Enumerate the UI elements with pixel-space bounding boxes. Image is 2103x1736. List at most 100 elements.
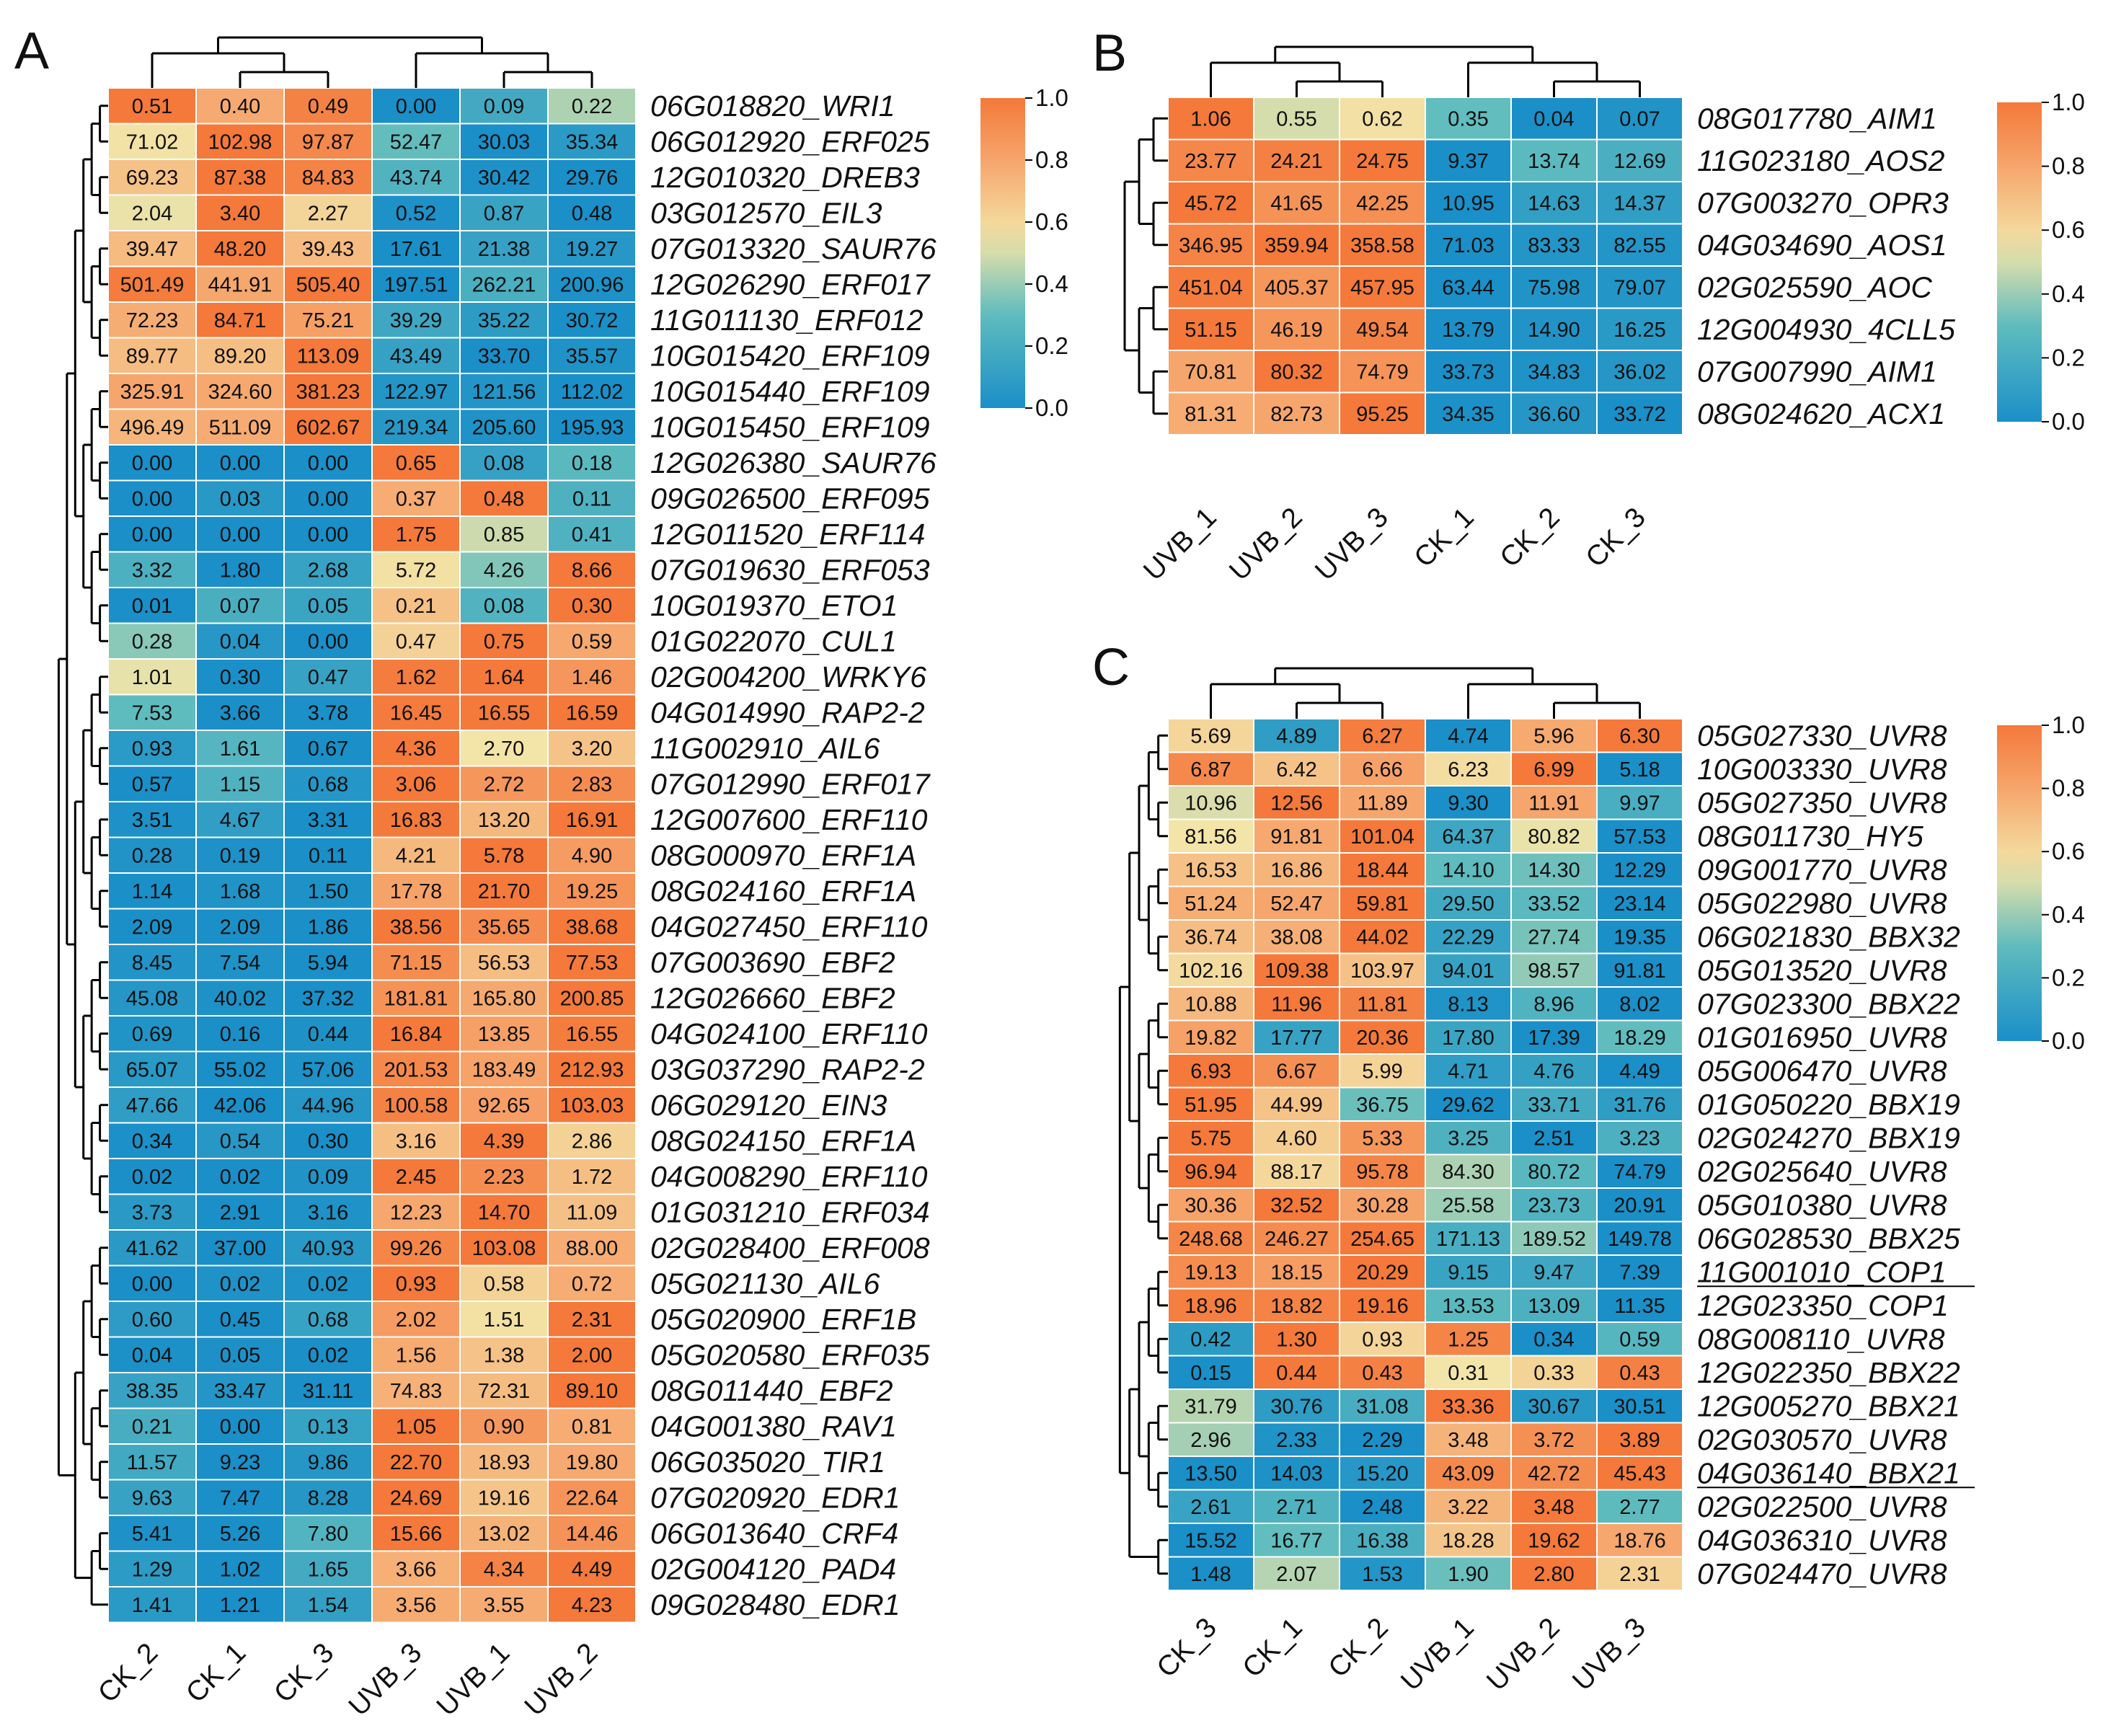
- cell-value: 18.44: [1356, 859, 1409, 882]
- column-dendrogram: [1210, 45, 1641, 97]
- cell-value: 19.35: [1613, 926, 1666, 949]
- heatmap-cell: [1253, 350, 1340, 394]
- heatmap-cell: [107, 444, 197, 482]
- cell-value: 1.80: [220, 559, 260, 582]
- heatmap-cell: [1596, 785, 1683, 820]
- heatmap-cell: [195, 836, 285, 874]
- cell-value: 0.00: [396, 95, 436, 118]
- cell-value: 27.74: [1528, 926, 1580, 949]
- cell-value: 17.78: [390, 880, 443, 903]
- row-label: 05G010380_UVR8: [1697, 1188, 1947, 1221]
- heatmap-cell: [195, 408, 285, 446]
- cell-value: 3.66: [396, 1558, 436, 1581]
- cell-value: 6.30: [1619, 725, 1660, 748]
- cell-value: 13.02: [478, 1523, 531, 1546]
- cell-value: 113.09: [297, 345, 360, 368]
- cell-value: 0.58: [484, 1272, 524, 1296]
- cell-value: 15.66: [390, 1523, 443, 1546]
- cell-value: 30.42: [478, 167, 531, 190]
- heatmap-cell: [1253, 391, 1340, 435]
- cell-value: 0.15: [1190, 1362, 1231, 1385]
- heatmap-cell: [195, 515, 285, 553]
- heatmap-cell: [107, 622, 197, 660]
- heatmap-cell: [1425, 1288, 1512, 1323]
- row-label: 08G024620_ACX1: [1697, 397, 1945, 430]
- heatmap-cell: [1167, 1321, 1254, 1357]
- cell-value: 31.11: [303, 1380, 353, 1403]
- cell-value: 10.96: [1185, 792, 1237, 815]
- panel-label: C: [1092, 639, 1130, 696]
- row-label: 11G011130_ERF012: [650, 304, 924, 337]
- row-label: 10G003330_UVR8: [1697, 753, 1947, 786]
- cell-value: 0.21: [396, 595, 436, 618]
- column-label: CK_1: [1236, 1612, 1308, 1683]
- heatmap-cell: [547, 801, 637, 838]
- cell-value: 16.45: [390, 701, 443, 725]
- cell-value: 33.47: [214, 1380, 267, 1403]
- cell-value: 3.32: [132, 559, 172, 582]
- cell-value: 5.33: [1362, 1127, 1402, 1150]
- cell-value: 2.83: [572, 773, 612, 796]
- heatmap-cell: [1596, 1321, 1683, 1357]
- heatmap-cell: [283, 694, 373, 731]
- row-label: 06G035020_TIR1: [650, 1445, 885, 1479]
- cell-value: 36.60: [1528, 403, 1580, 426]
- row-label: 07G024470_UVR8: [1697, 1557, 1947, 1590]
- heatmap-cell: [459, 694, 549, 731]
- cell-value: 94.01: [1442, 960, 1495, 983]
- heatmap-cell: [547, 194, 637, 231]
- column-label: UVB_3: [1309, 502, 1394, 587]
- cell-value: 40.93: [302, 1237, 355, 1260]
- heatmap-cell: [371, 1443, 461, 1481]
- cell-value: 0.54: [220, 1130, 260, 1153]
- heatmap-cell: [1253, 1523, 1340, 1558]
- cell-value: 42.25: [1356, 192, 1409, 215]
- cell-value: 11.91: [1528, 792, 1579, 815]
- heatmap-cell: [1596, 852, 1683, 887]
- row-label: 07G007990_AIM1: [1697, 355, 1937, 388]
- row-label: 06G012920_ERF025: [650, 125, 930, 158]
- cell-value: 0.40: [220, 95, 260, 118]
- cell-value: 16.84: [390, 1023, 443, 1046]
- cell-value: 18.28: [1442, 1529, 1495, 1552]
- cell-value: 97.87: [302, 130, 355, 154]
- colorbar-tick-label: 0.8: [1035, 146, 1068, 173]
- cell-value: 2.45: [396, 1166, 436, 1189]
- cell-value: 0.02: [132, 1166, 172, 1189]
- cell-value: 41.62: [126, 1237, 179, 1260]
- cell-value: 511.09: [209, 416, 272, 439]
- cell-value: 0.35: [1448, 107, 1488, 130]
- heatmap-cell: [1253, 1086, 1340, 1122]
- cell-value: 189.52: [1522, 1228, 1586, 1251]
- cell-value: 45.43: [1613, 1462, 1666, 1485]
- cell-value: 34.35: [1442, 403, 1495, 426]
- heatmap-cell: [459, 408, 549, 446]
- heatmap-cell: [371, 159, 461, 196]
- row-label: 12G022350_BBX22: [1697, 1356, 1960, 1389]
- heatmap-cell: [1253, 1120, 1340, 1156]
- heatmap-cell: [1167, 952, 1254, 988]
- cell-value: 2.09: [220, 916, 260, 939]
- heatmap-cell: [107, 801, 197, 838]
- heatmap-cell: [1425, 1422, 1512, 1457]
- cell-value: 1.75: [396, 523, 436, 546]
- cell-value: 496.49: [120, 416, 185, 439]
- cell-value: 0.59: [572, 630, 612, 653]
- cell-value: 16.86: [1270, 859, 1323, 882]
- cell-value: 88.00: [566, 1237, 619, 1260]
- cell-value: 16.38: [1356, 1529, 1409, 1552]
- heatmap-cell: [1510, 852, 1598, 887]
- heatmap-cell: [1425, 1019, 1512, 1055]
- cell-value: 71.02: [126, 130, 179, 154]
- heatmap-cell: [195, 801, 285, 838]
- cell-value: 11.09: [567, 1201, 617, 1224]
- heatmap-cell: [371, 587, 461, 624]
- cell-value: 18.29: [1613, 1027, 1666, 1050]
- cell-value: 6.27: [1362, 725, 1402, 748]
- cell-value: 17.77: [1270, 1027, 1323, 1050]
- cell-value: 13.79: [1442, 319, 1495, 342]
- row-label: 02G004120_PAD4: [650, 1552, 896, 1585]
- cell-value: 5.41: [132, 1523, 172, 1546]
- cell-value: 44.99: [1270, 1094, 1323, 1117]
- cell-value: 33.71: [1528, 1094, 1580, 1117]
